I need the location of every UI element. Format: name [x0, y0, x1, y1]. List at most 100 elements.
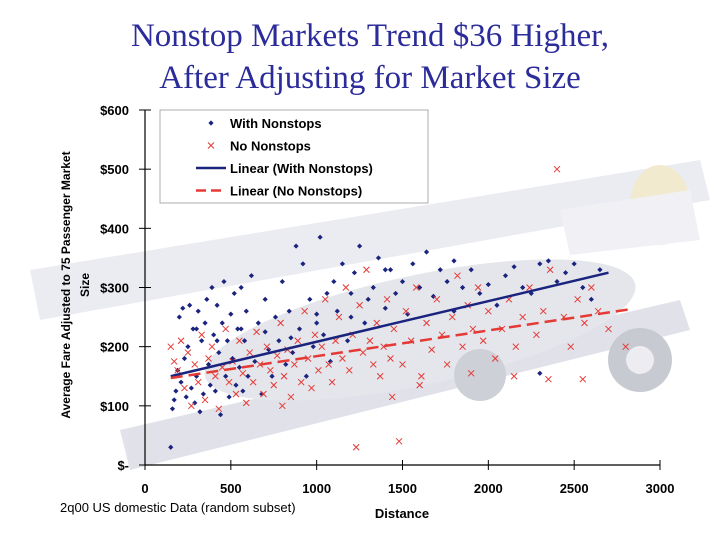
data-point-no-nonstops	[359, 349, 367, 356]
data-point-with-nonstops	[370, 284, 376, 291]
data-point-no-nonstops	[467, 369, 475, 377]
data-point-no-nonstops	[369, 361, 377, 368]
legend-label: No Nonstops	[230, 139, 311, 154]
x-tick-label: 0	[141, 481, 148, 496]
data-point-no-nonstops	[242, 399, 250, 407]
y-axis-title-line-1: Average Fare Adjusted to 75 Passenger Ma…	[59, 151, 73, 418]
y-tick-label: $500	[100, 162, 129, 177]
data-point-with-nonstops	[200, 391, 206, 397]
data-point-with-nonstops	[339, 261, 346, 267]
series-no-nonstops	[167, 165, 630, 451]
data-point-no-nonstops	[174, 366, 181, 374]
data-point-with-nonstops	[219, 320, 225, 326]
data-point-no-nonstops	[345, 366, 353, 374]
data-point-with-nonstops	[183, 394, 189, 400]
data-point-with-nonstops	[223, 373, 229, 379]
trend-line-no-nonstops	[170, 308, 630, 380]
data-point-with-nonstops	[351, 270, 358, 276]
data-point-no-nonstops	[342, 284, 350, 291]
data-point-with-nonstops	[571, 261, 577, 267]
data-point-with-nonstops	[176, 314, 182, 320]
data-point-with-nonstops	[580, 284, 586, 291]
data-point-with-nonstops	[169, 406, 176, 412]
data-point-with-nonstops	[199, 338, 205, 344]
data-point-no-nonstops	[454, 272, 461, 280]
data-point-no-nonstops	[533, 331, 540, 339]
data-point-with-nonstops	[317, 234, 323, 240]
data-point-with-nonstops	[310, 344, 316, 350]
data-point-no-nonstops	[177, 337, 185, 345]
data-point-with-nonstops	[168, 444, 174, 450]
data-point-no-nonstops	[567, 343, 575, 351]
data-point-with-nonstops	[202, 320, 208, 326]
legend-box	[159, 109, 429, 204]
data-point-with-nonstops	[195, 308, 201, 314]
data-point-no-nonstops	[479, 337, 487, 345]
data-point-with-nonstops	[300, 261, 306, 267]
data-point-no-nonstops	[339, 355, 346, 362]
data-point-no-nonstops	[545, 375, 552, 383]
data-point-with-nonstops	[224, 338, 230, 344]
data-point-with-nonstops	[348, 290, 354, 297]
data-point-with-nonstops	[243, 308, 249, 314]
data-point-with-nonstops	[240, 388, 246, 394]
data-point-with-nonstops	[231, 290, 237, 297]
data-point-with-nonstops	[293, 243, 299, 249]
page-title-line-2: After Adjusting for Market Size	[159, 60, 581, 96]
data-point-with-nonstops	[327, 358, 333, 365]
data-point-with-nonstops	[296, 326, 303, 332]
x-tick-label: 500	[220, 481, 242, 496]
data-point-with-nonstops	[245, 373, 251, 379]
data-point-no-nonstops	[232, 390, 240, 398]
data-point-with-nonstops	[382, 305, 388, 311]
y-tick-label: $200	[100, 340, 129, 355]
data-point-no-nonstops	[373, 319, 381, 327]
data-point-with-nonstops	[185, 344, 191, 350]
data-point-with-nonstops	[276, 338, 282, 344]
data-point-no-nonstops	[321, 295, 329, 303]
y-axis-title-line-2: Size	[78, 273, 92, 297]
background-airplane-image	[30, 160, 710, 470]
data-point-no-nonstops	[418, 372, 425, 380]
data-point-no-nonstops	[222, 325, 230, 333]
data-point-with-nonstops	[205, 361, 212, 368]
data-point-no-nonstops	[266, 366, 274, 374]
data-point-with-nonstops	[238, 326, 244, 332]
data-point-no-nonstops	[225, 378, 233, 386]
data-point-no-nonstops	[579, 375, 587, 383]
data-point-no-nonstops	[273, 352, 281, 359]
data-point-with-nonstops	[235, 326, 241, 332]
data-point-no-nonstops	[239, 369, 247, 377]
data-point-with-nonstops	[211, 332, 217, 338]
data-point-with-nonstops	[221, 278, 227, 285]
data-point-no-nonstops	[308, 384, 315, 392]
data-point-with-nonstops	[178, 379, 184, 385]
data-point-no-nonstops	[443, 361, 451, 368]
data-point-no-nonstops	[390, 325, 398, 333]
data-point-with-nonstops	[262, 296, 268, 302]
data-point-with-nonstops	[320, 332, 327, 338]
data-point-with-nonstops	[259, 391, 265, 397]
y-tick-label: $600	[100, 103, 129, 118]
data-point-no-nonstops	[181, 384, 188, 392]
data-point-with-nonstops	[171, 397, 177, 403]
x-tick-label: 1000	[302, 481, 331, 496]
data-point-no-nonstops	[519, 313, 527, 321]
data-point-with-nonstops	[303, 373, 309, 379]
y-tick-label: $300	[100, 281, 129, 296]
data-point-no-nonstops	[294, 337, 302, 345]
data-point-no-nonstops	[395, 437, 403, 445]
data-point-no-nonstops	[356, 301, 363, 309]
data-point-no-nonstops	[290, 361, 298, 368]
data-point-no-nonstops	[315, 366, 322, 374]
data-point-no-nonstops	[236, 337, 243, 345]
data-point-no-nonstops	[167, 343, 175, 351]
data-point-with-nonstops	[468, 267, 474, 273]
data-point-no-nonstops	[402, 307, 410, 315]
data-point-with-nonstops	[238, 284, 244, 291]
data-point-with-nonstops	[331, 278, 337, 285]
data-point-no-nonstops	[208, 343, 216, 351]
plot-area	[167, 165, 630, 451]
